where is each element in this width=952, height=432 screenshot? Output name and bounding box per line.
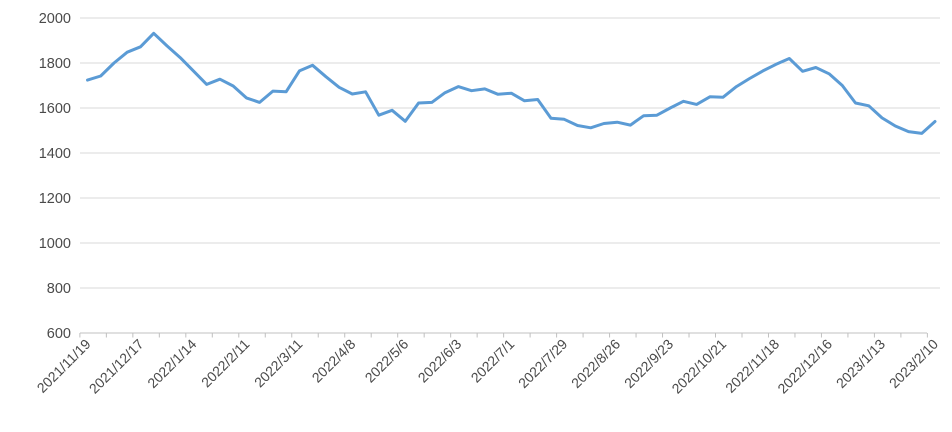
y-axis-tick-label: 800 [47, 281, 71, 297]
x-axis-tick-label: 2022/1/14 [144, 336, 200, 392]
x-axis-tick-label: 2022/3/11 [251, 336, 306, 391]
x-axis-tick-label: 2022/9/23 [621, 336, 677, 392]
y-axis-tick-label: 2000 [39, 11, 71, 27]
y-axis-tick-label: 1000 [39, 236, 71, 252]
x-axis-tick-label: 2023/2/10 [886, 336, 942, 392]
x-axis-tick-label: 2022/10/21 [668, 336, 729, 397]
x-axis-tick-label: 2021/12/17 [86, 336, 147, 397]
x-axis-tick-label: 2022/6/3 [415, 336, 465, 386]
x-axis-tick-label: 2022/12/16 [774, 336, 835, 397]
x-axis-tick-label: 2023/1/13 [833, 336, 889, 392]
x-axis-tick-label: 2022/11/18 [722, 336, 782, 396]
y-axis-tick-label: 1800 [39, 56, 71, 72]
x-axis-tick-label: 2021/11/19 [33, 336, 93, 396]
x-axis-tick-label: 2022/4/8 [309, 336, 359, 386]
y-axis-tick-label: 1600 [39, 101, 71, 117]
y-axis-tick-label: 1400 [39, 146, 71, 162]
series-line [86, 31, 937, 135]
x-axis-tick-label: 2022/5/6 [362, 336, 412, 386]
x-axis-tick-label: 2022/8/26 [568, 336, 624, 392]
y-axis-tick-label: 1200 [39, 191, 71, 207]
x-axis-tick-label: 2022/2/11 [198, 336, 253, 391]
x-axis-tick-label: 2022/7/29 [515, 336, 571, 392]
x-axis-tick-label: 2022/7/1 [468, 336, 518, 386]
y-axis-tick-label: 600 [47, 326, 71, 342]
